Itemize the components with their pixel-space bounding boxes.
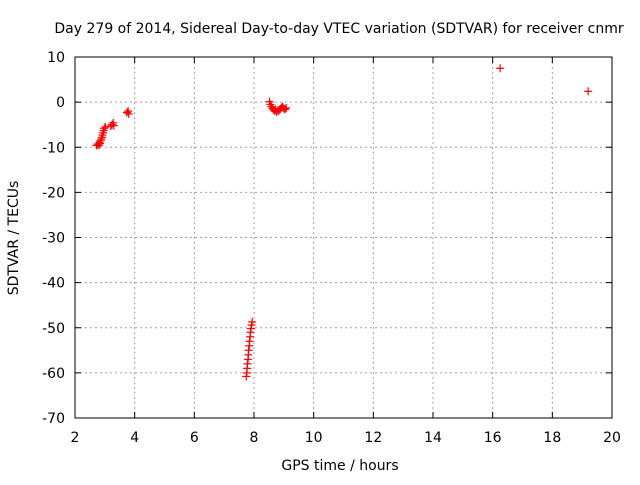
x-tick-label: 4 — [130, 430, 139, 446]
x-tick-label: 20 — [603, 430, 621, 446]
y-tick-label: -10 — [42, 140, 65, 156]
data-point — [109, 121, 118, 130]
y-tick-label: -50 — [42, 321, 65, 337]
y-tick-label: -60 — [42, 366, 65, 382]
y-tick-label: -20 — [42, 185, 65, 201]
chart-title: Day 279 of 2014, Sidereal Day-to-day VTE… — [54, 21, 623, 37]
data-points — [92, 64, 593, 381]
y-axis-label: SDTVAR / TECUs — [6, 181, 22, 296]
x-tick-label: 10 — [305, 430, 323, 446]
y-tick-label: 10 — [47, 50, 65, 66]
y-tick-label: -30 — [42, 231, 65, 247]
data-point — [282, 103, 291, 112]
data-point — [107, 120, 116, 129]
axis-ticks — [74, 56, 613, 419]
x-tick-labels: 2 4 6 8 10 12 14 16 18 20 — [71, 430, 621, 446]
grid-lines — [75, 57, 612, 418]
y-tick-label: -40 — [42, 276, 65, 292]
y-tick-label: -70 — [42, 411, 65, 427]
x-tick-label: 14 — [424, 430, 442, 446]
data-point — [281, 105, 290, 114]
x-tick-label: 6 — [190, 430, 199, 446]
data-point — [496, 64, 505, 73]
data-point — [124, 109, 133, 118]
data-point — [248, 317, 257, 326]
y-tick-labels: 10 0 -10 -20 -30 -40 -50 -60 -70 — [42, 50, 65, 427]
x-tick-label: 2 — [71, 430, 80, 446]
x-tick-label: 18 — [543, 430, 561, 446]
data-point — [101, 122, 110, 131]
x-tick-label: 16 — [484, 430, 502, 446]
data-point — [584, 87, 593, 96]
x-axis-label: GPS time / hours — [281, 458, 398, 474]
x-tick-label: 8 — [250, 430, 259, 446]
data-point — [122, 108, 131, 117]
y-tick-label: 0 — [56, 95, 65, 111]
data-point — [100, 124, 109, 133]
x-tick-label: 12 — [364, 430, 382, 446]
